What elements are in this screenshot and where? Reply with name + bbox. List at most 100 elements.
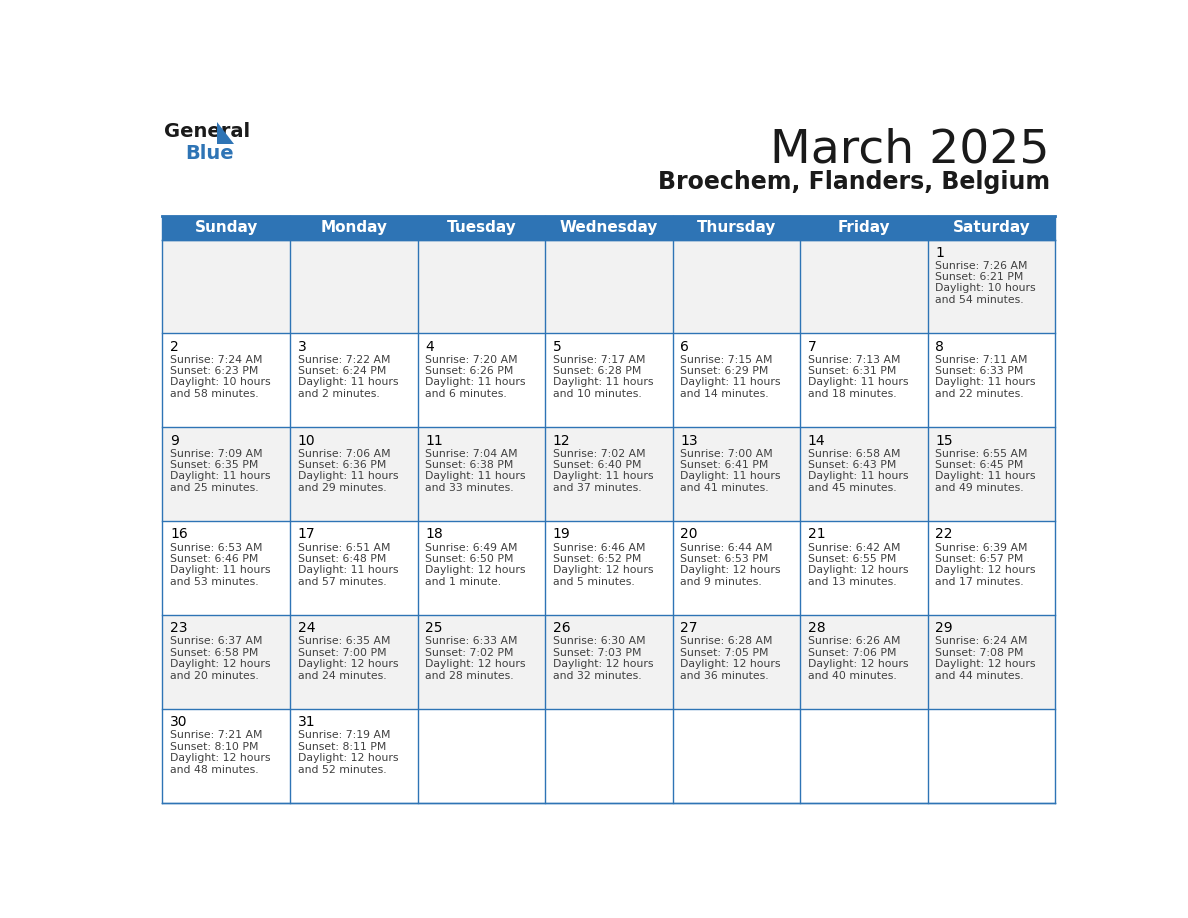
Text: and 10 minutes.: and 10 minutes. [552,389,642,398]
Text: 26: 26 [552,621,570,635]
Text: Sunrise: 6:46 AM: Sunrise: 6:46 AM [552,543,645,553]
Text: 29: 29 [935,621,953,635]
Text: Sunrise: 6:49 AM: Sunrise: 6:49 AM [425,543,518,553]
Text: and 44 minutes.: and 44 minutes. [935,671,1024,680]
Text: Sunrise: 6:37 AM: Sunrise: 6:37 AM [170,636,263,646]
Text: Sunset: 7:02 PM: Sunset: 7:02 PM [425,648,513,658]
Text: 31: 31 [298,715,315,730]
Text: Daylight: 11 hours: Daylight: 11 hours [170,565,271,576]
Text: and 22 minutes.: and 22 minutes. [935,389,1024,398]
Text: and 48 minutes.: and 48 minutes. [170,765,259,775]
Text: Sunset: 6:41 PM: Sunset: 6:41 PM [681,460,769,470]
Text: Sunset: 7:00 PM: Sunset: 7:00 PM [298,648,386,658]
Text: and 58 minutes.: and 58 minutes. [170,389,259,398]
Text: Sunrise: 7:21 AM: Sunrise: 7:21 AM [170,731,263,741]
Text: Daylight: 12 hours: Daylight: 12 hours [681,565,781,576]
Text: Sunset: 6:45 PM: Sunset: 6:45 PM [935,460,1024,470]
Text: 13: 13 [681,433,699,448]
Text: Sunset: 6:46 PM: Sunset: 6:46 PM [170,554,259,564]
Text: Sunset: 6:29 PM: Sunset: 6:29 PM [681,366,769,376]
Text: and 13 minutes.: and 13 minutes. [808,577,897,587]
Bar [163,217,1055,240]
Text: and 25 minutes.: and 25 minutes. [170,483,259,493]
Text: Sunrise: 7:17 AM: Sunrise: 7:17 AM [552,354,645,364]
Text: March 2025: March 2025 [770,127,1050,172]
Text: Sunset: 6:50 PM: Sunset: 6:50 PM [425,554,513,564]
Text: Sunset: 6:36 PM: Sunset: 6:36 PM [298,460,386,470]
Text: 27: 27 [681,621,697,635]
Text: 11: 11 [425,433,443,448]
Text: Sunset: 6:52 PM: Sunset: 6:52 PM [552,554,642,564]
Text: Daylight: 12 hours: Daylight: 12 hours [552,565,653,576]
Text: Sunset: 6:35 PM: Sunset: 6:35 PM [170,460,259,470]
Text: Sunset: 6:55 PM: Sunset: 6:55 PM [808,554,896,564]
Text: 5: 5 [552,340,562,353]
Text: Daylight: 11 hours: Daylight: 11 hours [425,377,526,387]
Text: 6: 6 [681,340,689,353]
Text: 12: 12 [552,433,570,448]
Text: General: General [164,122,251,140]
Text: Sunrise: 7:04 AM: Sunrise: 7:04 AM [425,449,518,459]
Text: and 57 minutes.: and 57 minutes. [298,577,386,587]
Text: and 29 minutes.: and 29 minutes. [298,483,386,493]
Text: Sunrise: 6:42 AM: Sunrise: 6:42 AM [808,543,901,553]
Text: 22: 22 [935,528,953,542]
Bar [163,428,1055,521]
Text: Sunrise: 7:00 AM: Sunrise: 7:00 AM [681,449,773,459]
Text: Daylight: 11 hours: Daylight: 11 hours [298,377,398,387]
Text: and 20 minutes.: and 20 minutes. [170,671,259,680]
Text: Daylight: 10 hours: Daylight: 10 hours [170,377,271,387]
Text: Saturday: Saturday [953,220,1030,236]
Text: and 18 minutes.: and 18 minutes. [808,389,897,398]
Text: Sunset: 6:48 PM: Sunset: 6:48 PM [298,554,386,564]
Text: Sunrise: 6:28 AM: Sunrise: 6:28 AM [681,636,773,646]
Text: and 17 minutes.: and 17 minutes. [935,577,1024,587]
Text: 20: 20 [681,528,697,542]
Text: Sunrise: 6:44 AM: Sunrise: 6:44 AM [681,543,773,553]
Text: Friday: Friday [838,220,890,236]
Text: Sunday: Sunday [195,220,258,236]
Text: Tuesday: Tuesday [447,220,516,236]
Text: Sunset: 7:06 PM: Sunset: 7:06 PM [808,648,897,658]
Text: and 52 minutes.: and 52 minutes. [298,765,386,775]
Text: Blue: Blue [185,143,234,162]
Text: Sunrise: 6:35 AM: Sunrise: 6:35 AM [298,636,390,646]
Text: 21: 21 [808,528,826,542]
Text: and 32 minutes.: and 32 minutes. [552,671,642,680]
Text: and 5 minutes.: and 5 minutes. [552,577,634,587]
Text: Daylight: 11 hours: Daylight: 11 hours [552,471,653,481]
Text: Sunrise: 7:24 AM: Sunrise: 7:24 AM [170,354,263,364]
Text: 9: 9 [170,433,179,448]
Text: Sunrise: 6:30 AM: Sunrise: 6:30 AM [552,636,645,646]
Text: Daylight: 11 hours: Daylight: 11 hours [298,565,398,576]
Text: 15: 15 [935,433,953,448]
Text: Sunset: 7:03 PM: Sunset: 7:03 PM [552,648,642,658]
Text: Sunrise: 7:02 AM: Sunrise: 7:02 AM [552,449,645,459]
Text: and 33 minutes.: and 33 minutes. [425,483,514,493]
Text: and 54 minutes.: and 54 minutes. [935,295,1024,305]
Text: 10: 10 [298,433,315,448]
Text: Daylight: 12 hours: Daylight: 12 hours [935,659,1036,669]
Text: and 41 minutes.: and 41 minutes. [681,483,769,493]
Text: 16: 16 [170,528,188,542]
Text: Sunset: 6:21 PM: Sunset: 6:21 PM [935,272,1024,282]
Text: Sunset: 6:23 PM: Sunset: 6:23 PM [170,366,259,376]
Text: Sunrise: 7:09 AM: Sunrise: 7:09 AM [170,449,263,459]
Text: Sunrise: 6:24 AM: Sunrise: 6:24 AM [935,636,1028,646]
Text: Daylight: 12 hours: Daylight: 12 hours [170,753,271,763]
Text: Daylight: 12 hours: Daylight: 12 hours [681,659,781,669]
Text: 30: 30 [170,715,188,730]
Text: Sunrise: 6:33 AM: Sunrise: 6:33 AM [425,636,518,646]
Text: Daylight: 12 hours: Daylight: 12 hours [808,659,909,669]
Text: Sunset: 6:58 PM: Sunset: 6:58 PM [170,648,259,658]
Text: Daylight: 12 hours: Daylight: 12 hours [298,753,398,763]
Text: Daylight: 11 hours: Daylight: 11 hours [681,377,781,387]
Text: and 1 minute.: and 1 minute. [425,577,501,587]
Text: Daylight: 12 hours: Daylight: 12 hours [425,565,526,576]
Text: Daylight: 12 hours: Daylight: 12 hours [935,565,1036,576]
Text: 4: 4 [425,340,434,353]
Text: Daylight: 10 hours: Daylight: 10 hours [935,284,1036,294]
Text: Sunset: 6:40 PM: Sunset: 6:40 PM [552,460,642,470]
Text: and 37 minutes.: and 37 minutes. [552,483,642,493]
Text: Sunset: 6:26 PM: Sunset: 6:26 PM [425,366,513,376]
